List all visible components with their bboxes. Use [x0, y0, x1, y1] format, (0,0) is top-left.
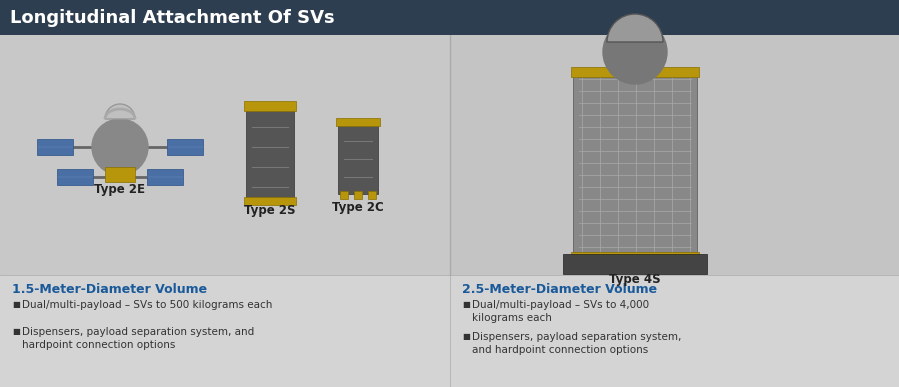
Wedge shape	[607, 14, 663, 42]
Text: Dispensers, payload separation system, and
hardpoint connection options: Dispensers, payload separation system, a…	[22, 327, 254, 350]
FancyBboxPatch shape	[571, 252, 699, 260]
FancyBboxPatch shape	[246, 105, 294, 204]
Text: Longitudinal Attachment Of SVs: Longitudinal Attachment Of SVs	[10, 9, 334, 27]
Text: ■: ■	[462, 332, 470, 341]
FancyBboxPatch shape	[450, 35, 899, 275]
Text: ■: ■	[462, 300, 470, 309]
FancyBboxPatch shape	[563, 254, 707, 274]
FancyBboxPatch shape	[368, 191, 376, 199]
Text: Dual/multi-payload – SVs to 500 kilograms each: Dual/multi-payload – SVs to 500 kilogram…	[22, 300, 272, 310]
FancyBboxPatch shape	[147, 169, 183, 185]
FancyBboxPatch shape	[354, 191, 362, 199]
Text: Dual/multi-payload – SVs to 4,000
kilograms each: Dual/multi-payload – SVs to 4,000 kilogr…	[472, 300, 649, 323]
FancyBboxPatch shape	[336, 118, 380, 126]
FancyBboxPatch shape	[0, 0, 899, 35]
Text: Type 2C: Type 2C	[332, 201, 384, 214]
Text: 2.5-Meter-Diameter Volume: 2.5-Meter-Diameter Volume	[462, 283, 657, 296]
Wedge shape	[105, 104, 135, 119]
FancyBboxPatch shape	[57, 169, 93, 185]
FancyBboxPatch shape	[244, 101, 296, 111]
FancyBboxPatch shape	[340, 191, 348, 199]
Text: 1.5-Meter-Diameter Volume: 1.5-Meter-Diameter Volume	[12, 283, 207, 296]
FancyBboxPatch shape	[105, 167, 135, 182]
Circle shape	[92, 119, 148, 175]
Circle shape	[603, 20, 667, 84]
FancyBboxPatch shape	[0, 35, 450, 275]
Text: ■: ■	[12, 327, 20, 336]
FancyBboxPatch shape	[37, 139, 73, 155]
FancyBboxPatch shape	[0, 275, 899, 387]
Text: ■: ■	[12, 300, 20, 309]
Text: Dispensers, payload separation system,
and hardpoint connection options: Dispensers, payload separation system, a…	[472, 332, 681, 355]
Text: Type 4S: Type 4S	[610, 273, 661, 286]
Text: Type 2E: Type 2E	[94, 183, 146, 196]
FancyBboxPatch shape	[573, 70, 697, 259]
FancyBboxPatch shape	[244, 197, 296, 205]
FancyBboxPatch shape	[338, 120, 378, 194]
FancyBboxPatch shape	[571, 67, 699, 77]
FancyBboxPatch shape	[167, 139, 203, 155]
Text: Type 2S: Type 2S	[245, 204, 296, 217]
